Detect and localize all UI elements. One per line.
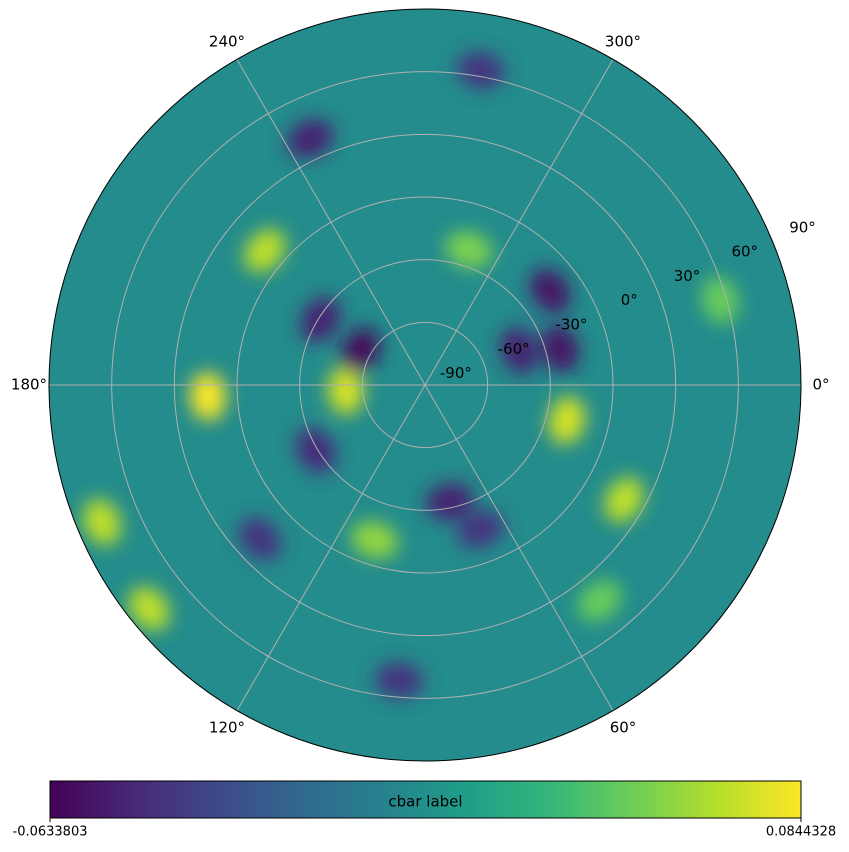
field-blob	[327, 366, 364, 415]
field-blob	[445, 231, 493, 269]
field-blob	[190, 372, 227, 421]
field-blob	[239, 517, 282, 561]
lon-tick-label: 60°	[610, 718, 637, 736]
field-blob	[500, 327, 539, 375]
field-blob	[425, 483, 474, 520]
field-blob	[287, 119, 334, 159]
lat-tick-label: -90°	[440, 364, 472, 382]
field-blob	[375, 662, 424, 699]
colorbar	[49, 780, 802, 819]
field-blob	[578, 580, 622, 622]
field-blob	[128, 586, 170, 631]
field-blob	[300, 297, 341, 343]
lat-tick-label: -60°	[498, 340, 530, 358]
lon-tick-label: 120°	[209, 718, 245, 736]
field	[82, 52, 739, 699]
field-blob	[541, 325, 579, 373]
lon-tick-label: 300°	[605, 33, 641, 51]
grid-spoke	[236, 384, 426, 711]
field-blob	[82, 498, 122, 546]
field-blob	[457, 510, 504, 549]
grid-spoke	[424, 384, 614, 711]
field-blob	[604, 477, 644, 523]
colorbar-label: cbar label	[388, 793, 462, 811]
lat-tick-label: 60°	[731, 243, 758, 261]
grid-spoke	[236, 59, 426, 386]
field-blob	[340, 327, 380, 374]
lat-tick-label: 0°	[621, 291, 638, 309]
map-frame	[48, 8, 802, 762]
lon-tick-label: 0°	[812, 376, 829, 394]
lon-tick-label: 180°	[11, 376, 47, 394]
lat-tick-label: 30°	[674, 267, 701, 285]
grid-spoke	[424, 59, 614, 386]
field-blob	[548, 396, 586, 445]
colorbar-tick-label: 0.0844328	[766, 825, 836, 840]
lat-tick-label: -30°	[555, 316, 587, 334]
field-blob	[529, 268, 571, 313]
lat-tick-label: 90°	[789, 218, 816, 236]
lon-tick-label: 240°	[209, 33, 245, 51]
field-blob	[351, 521, 399, 559]
field-blob	[244, 229, 286, 273]
colorbar-tick-label: -0.0633803	[13, 825, 88, 840]
